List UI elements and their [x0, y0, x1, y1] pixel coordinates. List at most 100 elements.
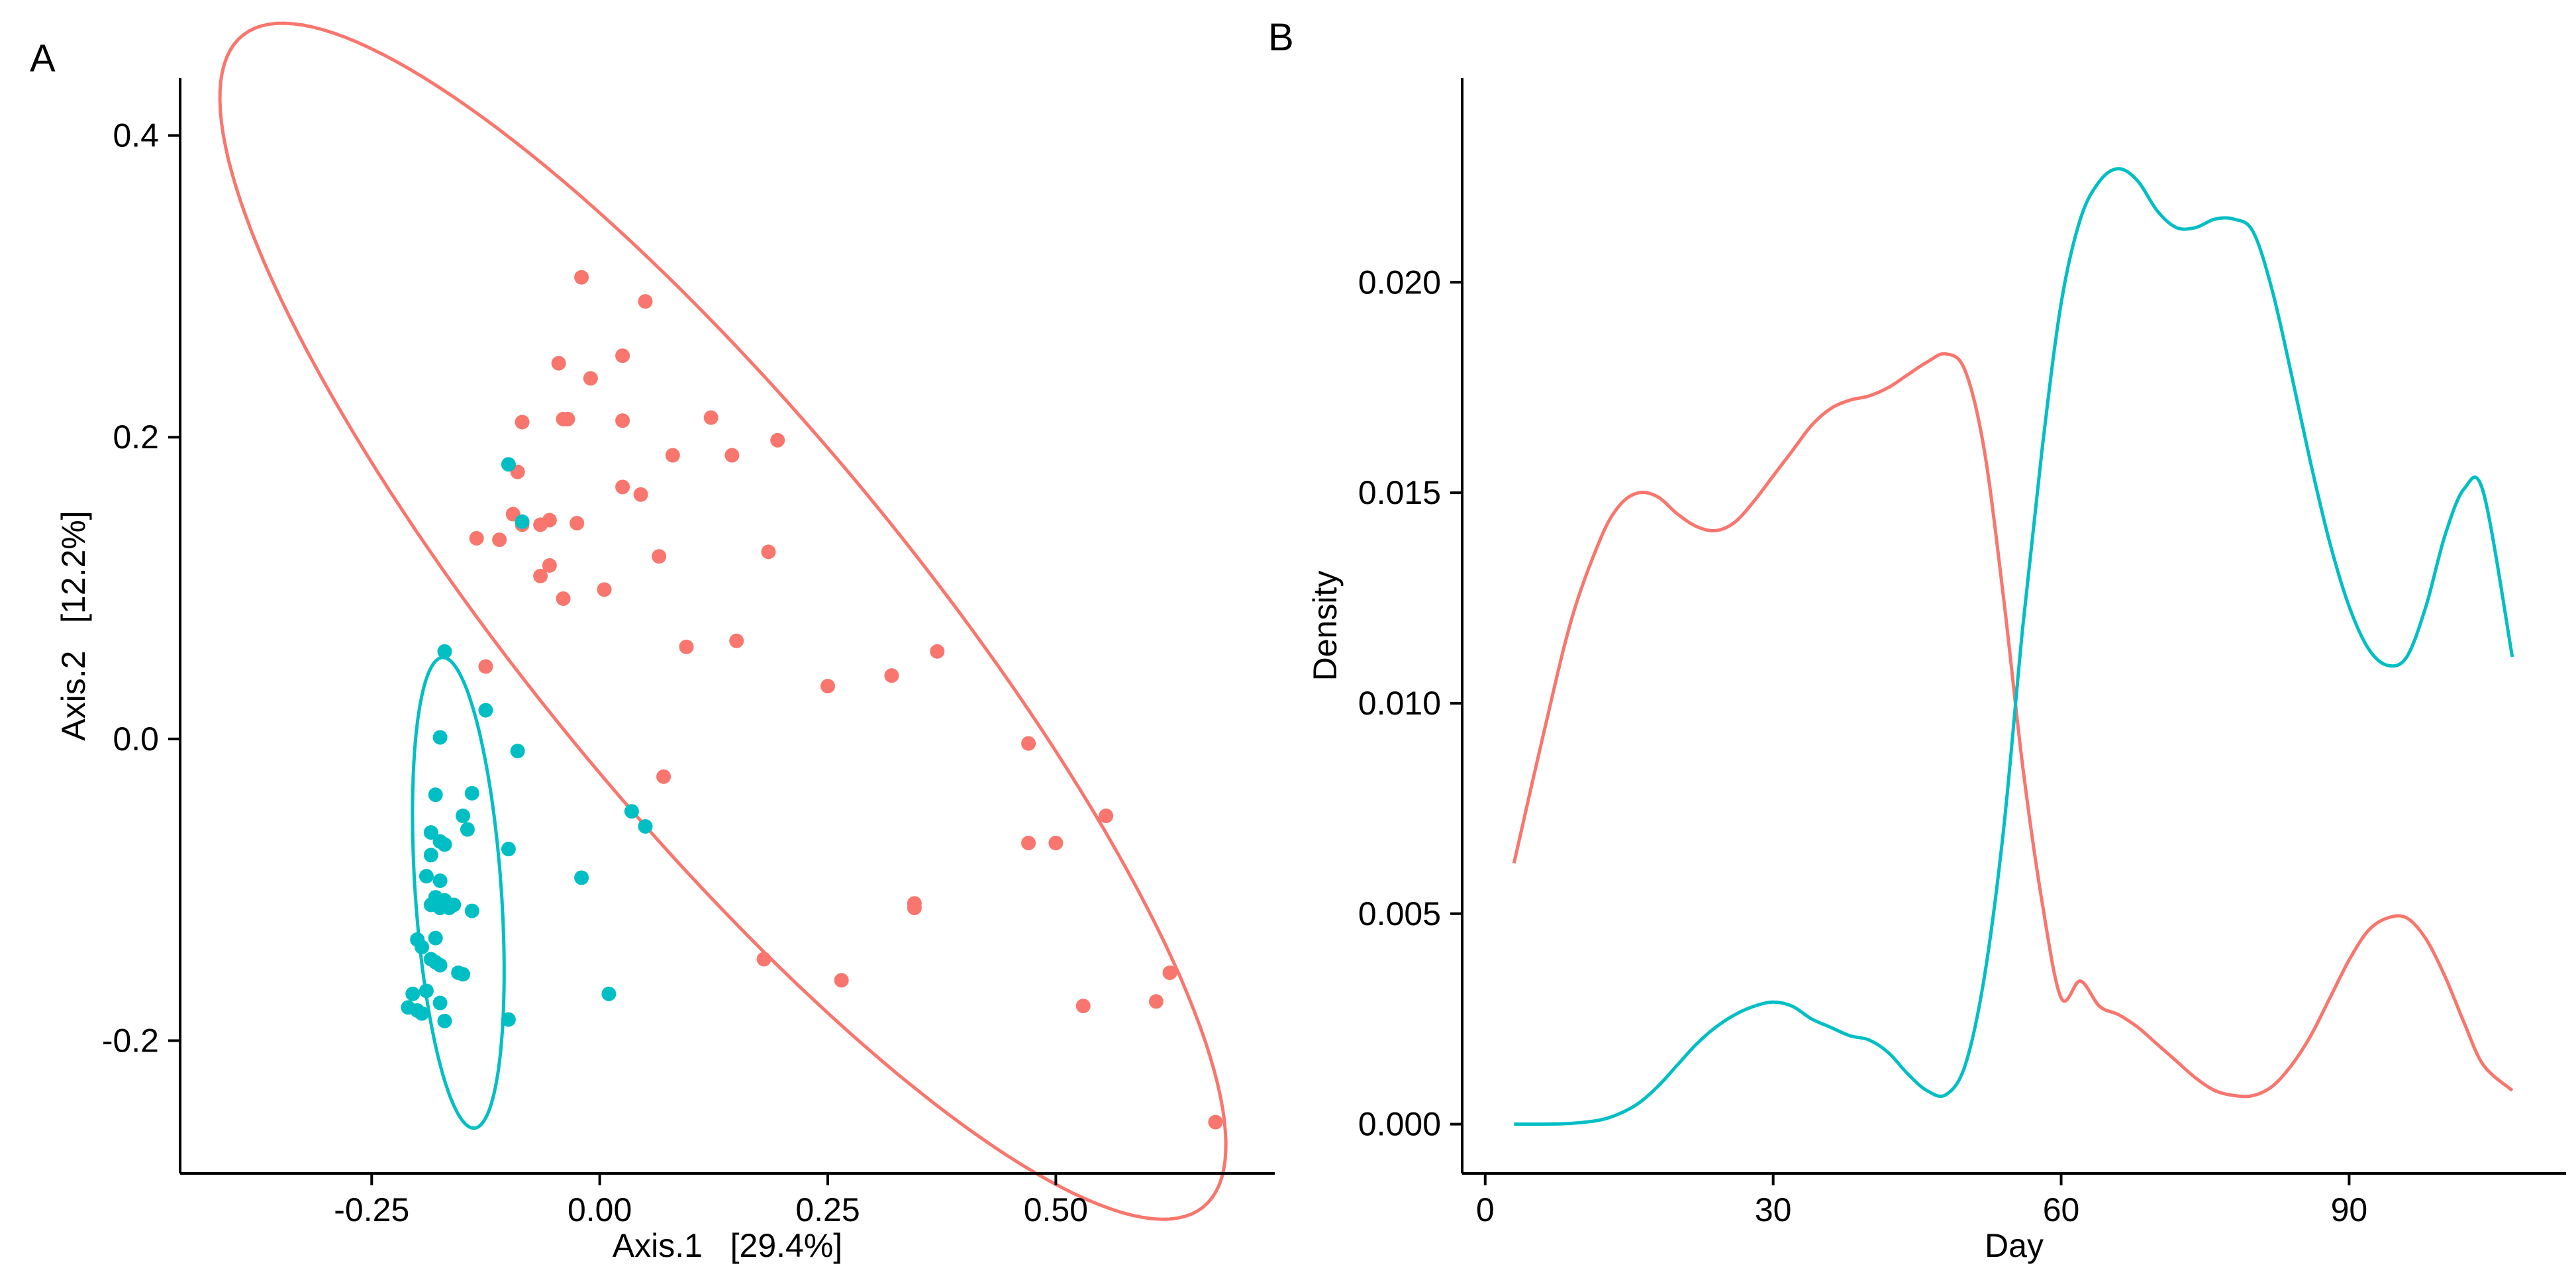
- panel-b-x-ticks: 0 30 60 90: [1476, 1173, 2367, 1228]
- panel-a-x-ticks: -0.25 0.00 0.25 0.50: [334, 1173, 1088, 1228]
- scatter-point-group1: [533, 568, 548, 583]
- scatter-point-group1: [615, 348, 630, 364]
- scatter-point-group1: [820, 679, 836, 694]
- b-y-tick-label: 0.020: [1358, 264, 1441, 301]
- scatter-point-group1: [679, 639, 694, 654]
- scatter-point-group1: [556, 591, 571, 606]
- scatter-point-group1: [756, 952, 771, 967]
- scatter-point-group2: [419, 983, 434, 999]
- panel-b-plot-area: [1512, 167, 2514, 1126]
- panel-a-label: A: [30, 37, 56, 80]
- scatter-point-group1: [652, 549, 667, 564]
- panel-a-y-axis-title: Axis.2 [12.2%]: [55, 511, 92, 740]
- scatter-point-group1: [542, 558, 557, 573]
- scatter-point-group2: [478, 703, 493, 718]
- scatter-point-group1: [492, 532, 507, 548]
- scatter-point-group1: [724, 448, 740, 463]
- scatter-point-group1: [1148, 994, 1164, 1009]
- scatter-point-group1: [533, 517, 548, 532]
- scatter-point-group1: [907, 901, 922, 916]
- scatter-point-group1: [633, 487, 648, 502]
- scatter-point-group2: [601, 986, 617, 1001]
- a-y-tick-label: 0.2: [113, 419, 159, 456]
- scatter-point-group2: [574, 870, 589, 885]
- density-line-group1: [1512, 352, 2514, 1099]
- scatter-point-group2: [501, 457, 516, 472]
- panel-a-y-ticks: -0.2 0.0 0.2 0.4: [102, 117, 180, 1060]
- scatter-point-group2: [456, 809, 471, 824]
- scatter-point-group2: [501, 1012, 516, 1027]
- scatter-point-group1: [761, 544, 776, 560]
- b-x-tick-label: 0: [1476, 1191, 1495, 1228]
- b-y-tick-label: 0.010: [1358, 685, 1441, 722]
- panel-b-x-axis-title: Day: [1985, 1227, 2044, 1264]
- b-y-tick-label: 0.000: [1358, 1106, 1441, 1143]
- scatter-point-group1: [469, 530, 484, 546]
- scatter-point-group2: [423, 825, 438, 840]
- scatter-point-group1: [884, 668, 899, 683]
- scatter-point-group2: [405, 986, 421, 1001]
- scatter-point-group1: [656, 769, 671, 784]
- scatter-point-group2: [428, 787, 443, 803]
- scatter-point-group2: [460, 822, 475, 837]
- panel-a-plot-area: [218, 21, 1228, 1221]
- scatter-point-group1: [834, 973, 849, 988]
- scatter-point-group1: [1075, 999, 1091, 1014]
- scatter-point-group2: [423, 952, 438, 967]
- scatter-point-group1: [638, 294, 653, 309]
- scatter-point-group1: [1099, 809, 1114, 824]
- scatter-point-group1: [570, 516, 585, 531]
- scatter-point-group1: [560, 411, 575, 426]
- a-x-tick-label: -0.25: [334, 1191, 409, 1228]
- b-x-tick-label: 60: [2043, 1191, 2080, 1228]
- panel-a-x-axis-title: Axis.1 [29.4%]: [613, 1227, 842, 1264]
- scatter-point-group1: [574, 270, 589, 285]
- scatter-point-group1: [615, 479, 630, 495]
- scatter-point-group1: [551, 356, 566, 371]
- scatter-point-group1: [478, 659, 493, 674]
- scatter-point-group1: [1021, 736, 1036, 751]
- b-x-tick-label: 90: [2331, 1191, 2368, 1228]
- scatter-point-group2: [432, 995, 448, 1011]
- scatter-point-group2: [423, 848, 438, 863]
- a-y-tick-label: -0.2: [102, 1022, 159, 1060]
- b-y-tick-label: 0.015: [1358, 474, 1441, 511]
- panel-b-label: B: [1268, 16, 1294, 59]
- scatter-point-group1: [703, 410, 718, 425]
- confidence-ellipse-group2: [411, 656, 506, 1130]
- a-x-tick-label: 0.00: [568, 1191, 632, 1228]
- scatter-point-group1: [770, 432, 785, 448]
- scatter-point-group1: [597, 582, 612, 597]
- scatter-point-group1: [665, 448, 680, 463]
- scatter-point-group2: [437, 644, 452, 659]
- a-y-tick-label: 0.4: [113, 117, 159, 154]
- scatter-point-group1: [729, 633, 744, 648]
- scatter-point-group2: [464, 903, 479, 918]
- scatter-point-group2: [415, 1006, 430, 1021]
- confidence-ellipse-group1: [218, 21, 1228, 1221]
- scatter-point-group2: [515, 514, 530, 529]
- scatter-point-group2: [432, 873, 448, 889]
- scatter-point-group1: [1021, 836, 1036, 851]
- b-x-tick-label: 30: [1755, 1191, 1792, 1228]
- scatter-point-group1: [615, 413, 630, 428]
- scatter-point-group2: [419, 869, 434, 884]
- scatter-point-group1: [1208, 1114, 1223, 1130]
- scatter-point-group1: [930, 644, 945, 659]
- scatter-point-group2: [456, 967, 471, 982]
- scatter-point-group2: [464, 785, 479, 801]
- scatter-point-group2: [638, 819, 653, 834]
- scatter-point-group2: [624, 804, 639, 819]
- scatter-point-group1: [1048, 836, 1064, 851]
- scatter-point-group2: [437, 1013, 452, 1028]
- panel-a: A -0.25 0.00 0.25 0.50 -0.2 0.0 0.2 0.4 Axis.1…: [30, 21, 1275, 1264]
- panel-b-y-axis-title: Density: [1307, 571, 1344, 681]
- scatter-point-group2: [442, 901, 457, 916]
- scatter-point-group1: [583, 371, 598, 386]
- scatter-point-group1: [515, 415, 530, 430]
- b-y-tick-label: 0.005: [1358, 895, 1441, 932]
- a-y-tick-label: 0.0: [113, 720, 159, 758]
- a-x-tick-label: 0.50: [1024, 1191, 1088, 1228]
